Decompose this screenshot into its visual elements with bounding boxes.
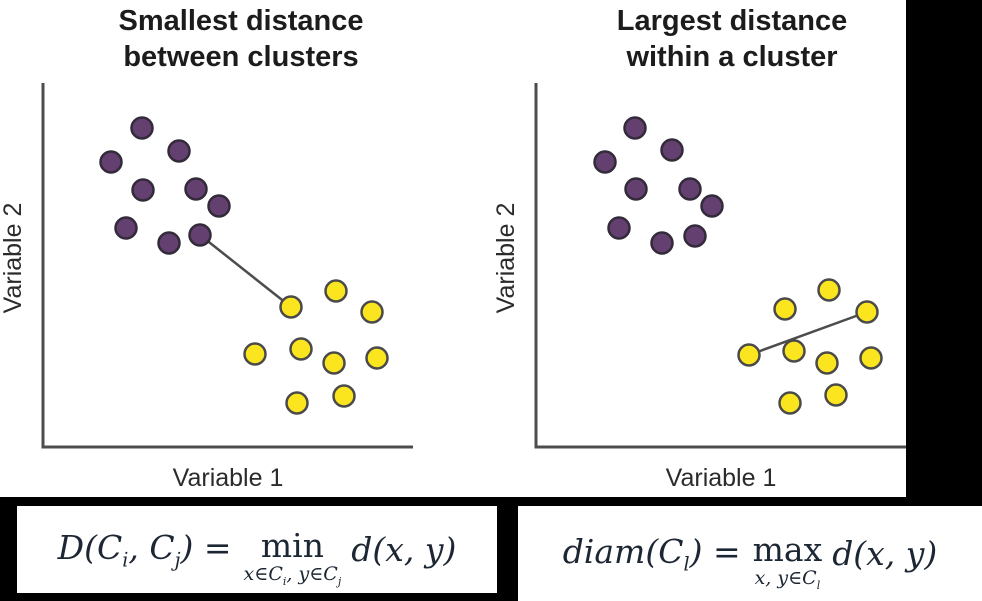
data-point-purple bbox=[624, 177, 648, 201]
data-point-purple bbox=[593, 150, 617, 174]
max-diameter-line bbox=[748, 310, 868, 357]
data-point-yellow bbox=[855, 300, 879, 324]
data-point-purple bbox=[207, 194, 231, 218]
plot2-x-axis-label: Variable 1 bbox=[665, 464, 777, 492]
data-point-purple bbox=[184, 177, 208, 201]
formula-lhs: D(Ci, Cj) = bbox=[57, 527, 232, 572]
data-point-purple bbox=[607, 216, 631, 240]
data-point-purple bbox=[131, 178, 155, 202]
data-point-purple bbox=[130, 116, 154, 140]
formula-rhs: d(x, y) bbox=[351, 530, 457, 569]
plot2-title-line2: within a cluster bbox=[626, 41, 838, 73]
data-point-purple bbox=[167, 139, 191, 163]
scatter-plots-svg bbox=[41, 83, 906, 449]
data-point-purple bbox=[678, 177, 702, 201]
data-point-yellow bbox=[332, 384, 356, 408]
data-point-yellow bbox=[365, 346, 389, 370]
data-point-yellow bbox=[289, 337, 313, 361]
data-point-purple bbox=[114, 216, 138, 240]
data-point-yellow bbox=[773, 297, 797, 321]
data-point-purple bbox=[157, 231, 181, 255]
data-point-yellow bbox=[778, 391, 802, 415]
data-point-yellow bbox=[360, 300, 384, 324]
plot2-title-line1: Largest distance bbox=[616, 5, 848, 37]
plot1-axes bbox=[41, 83, 413, 449]
bottom-black-band: D(Ci, Cj) = min x∈Ci, y∈Cj d(x, y) diam(C… bbox=[0, 497, 982, 601]
formula-min-distance-between-clusters: D(Ci, Cj) = min x∈Ci, y∈Cj d(x, y) bbox=[17, 506, 497, 593]
data-point-yellow bbox=[279, 295, 303, 319]
max-operator-limits: x, y∈Cl bbox=[754, 567, 821, 592]
data-point-yellow bbox=[859, 346, 883, 370]
plot1-x-axis-label: Variable 1 bbox=[172, 464, 284, 492]
data-point-yellow bbox=[824, 383, 848, 407]
plot2-title: Largest distance within a cluster bbox=[567, 3, 897, 75]
plot1-title: Smallest distance between clusters bbox=[76, 3, 406, 75]
plot1-title-line1: Smallest distance bbox=[118, 5, 364, 37]
plot1-title-line2: between clusters bbox=[123, 41, 359, 73]
data-point-yellow bbox=[243, 342, 267, 366]
plot2-axes bbox=[534, 83, 906, 449]
plot2-y-axis-label: Variable 2 bbox=[492, 202, 520, 314]
plot1-y-axis-label: Variable 2 bbox=[0, 202, 27, 314]
right-black-band bbox=[906, 0, 982, 497]
formula-rhs: d(x, y) bbox=[832, 534, 938, 573]
data-point-purple bbox=[683, 224, 707, 248]
data-point-purple bbox=[188, 223, 212, 247]
min-operator: min x∈Ci, y∈Cj bbox=[243, 526, 342, 588]
data-point-purple bbox=[700, 194, 724, 218]
data-point-purple bbox=[650, 231, 674, 255]
data-point-yellow bbox=[817, 278, 841, 302]
data-point-purple bbox=[660, 138, 684, 162]
formula-lhs: diam(Cl) = bbox=[562, 531, 741, 576]
formula-max-diameter-within-cluster: diam(Cl) = max x, y∈Cl d(x, y) bbox=[518, 506, 982, 601]
data-point-yellow bbox=[815, 351, 839, 375]
data-point-purple bbox=[623, 116, 647, 140]
data-point-yellow bbox=[737, 343, 761, 367]
data-point-yellow bbox=[285, 391, 309, 415]
max-operator: max x, y∈Cl bbox=[752, 530, 823, 592]
min-distance-line bbox=[199, 234, 292, 308]
data-point-yellow bbox=[322, 351, 346, 375]
data-point-yellow bbox=[324, 279, 348, 303]
min-operator-limits: x∈Ci, y∈Cj bbox=[243, 563, 342, 588]
data-point-purple bbox=[99, 150, 123, 174]
data-point-yellow bbox=[782, 339, 806, 363]
